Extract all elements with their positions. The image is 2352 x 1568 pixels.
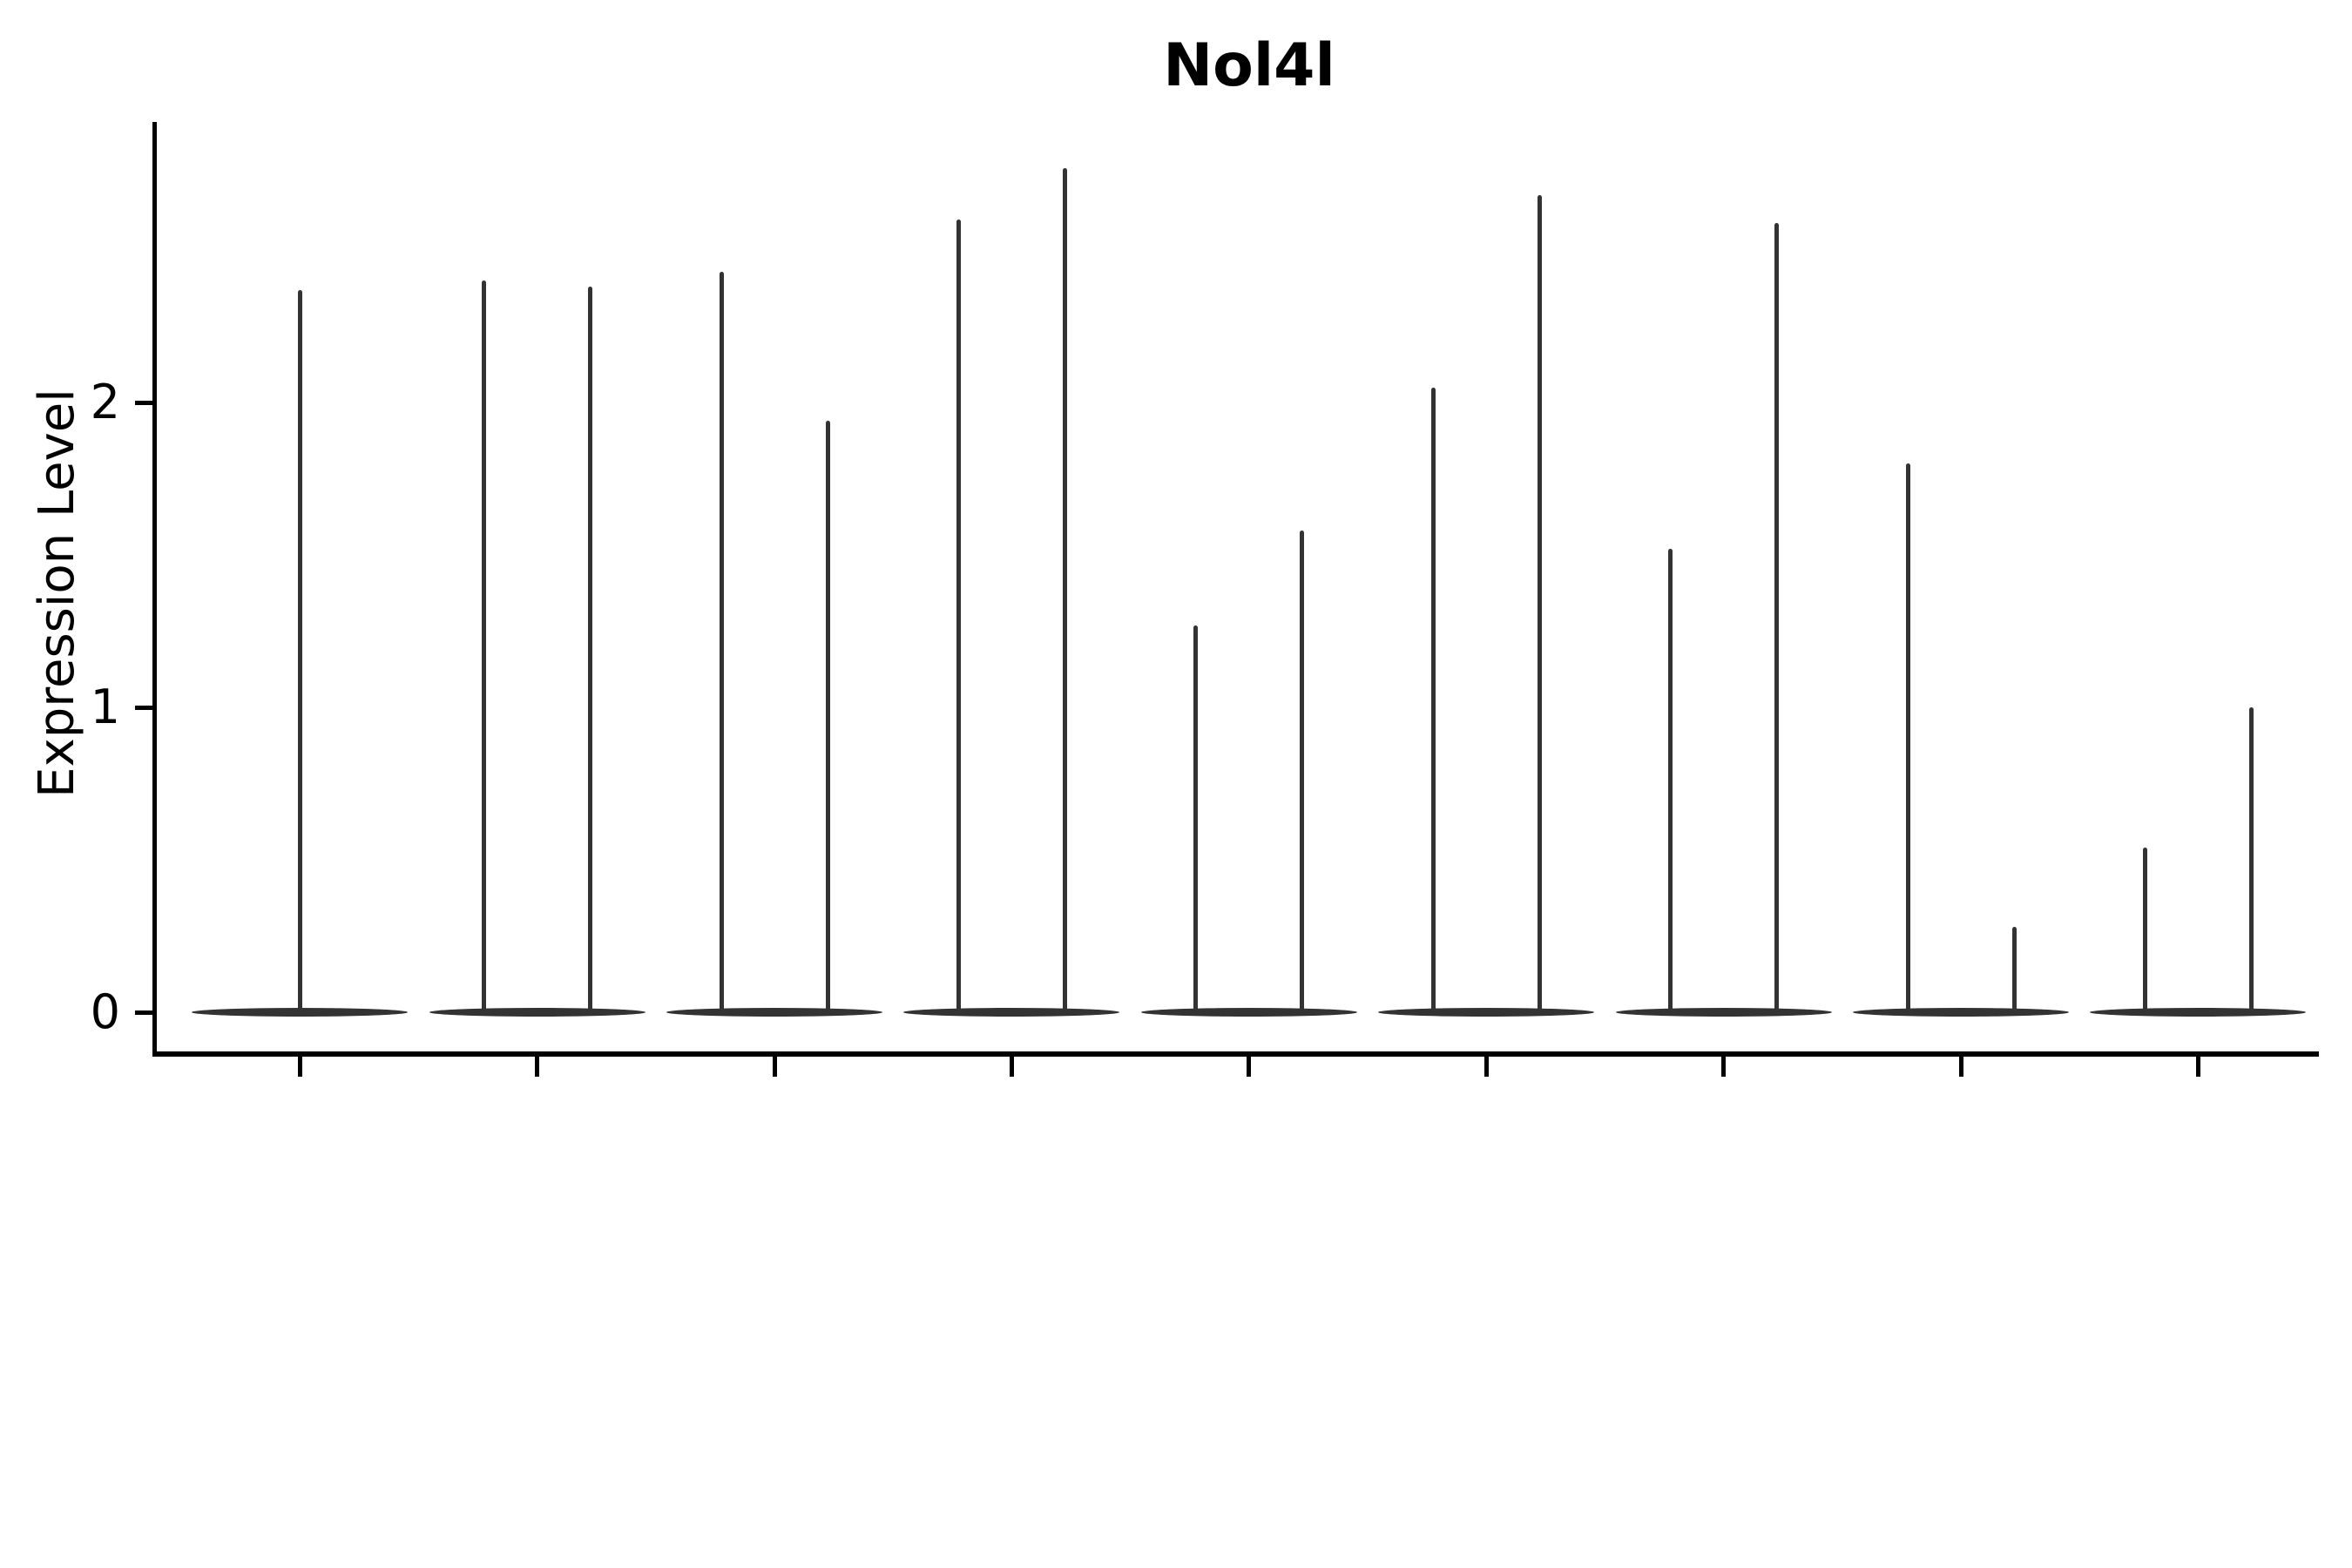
- violin-spike: [2142, 848, 2147, 1012]
- violin-body: [1853, 1008, 2069, 1017]
- violin-body: [2090, 1008, 2307, 1017]
- violin-body: [1615, 1008, 1832, 1017]
- x-tick-mark: [535, 1057, 540, 1077]
- violin-spike: [825, 421, 830, 1012]
- violin-spike: [2248, 707, 2254, 1012]
- violin-spike: [1668, 549, 1673, 1012]
- x-tick-mark: [297, 1057, 302, 1077]
- violin-body: [192, 1008, 409, 1017]
- x-tick-mark: [1247, 1057, 1252, 1077]
- violin-body: [1140, 1008, 1357, 1017]
- violin-spike: [1537, 195, 1542, 1012]
- y-tick-label: 1: [90, 679, 120, 734]
- violin-spike: [2011, 927, 2017, 1012]
- y-tick-label: 2: [90, 375, 120, 429]
- violin-spike: [719, 271, 724, 1012]
- violin-spike: [1774, 222, 1780, 1012]
- y-tick-mark: [135, 400, 153, 405]
- violin-spike: [956, 220, 961, 1012]
- x-tick-mark: [1484, 1057, 1489, 1077]
- x-tick-mark: [772, 1057, 777, 1077]
- x-tick-mark: [2195, 1057, 2200, 1077]
- y-axis-spine: [152, 122, 157, 1057]
- x-tick-mark: [1721, 1057, 1727, 1077]
- y-tick-mark: [135, 1010, 153, 1015]
- x-tick-mark: [1009, 1057, 1014, 1077]
- y-tick-mark: [135, 705, 153, 710]
- violin-body: [1378, 1008, 1595, 1017]
- violin-spike: [1905, 463, 1910, 1012]
- plot-title: Nol4l: [1163, 31, 1335, 100]
- y-axis-label: Expression Level: [29, 389, 85, 798]
- violin-spike: [482, 280, 487, 1012]
- violin-spike: [1193, 625, 1199, 1012]
- violin-body: [429, 1008, 645, 1017]
- violin-spike: [297, 289, 302, 1012]
- violin-spike: [1430, 387, 1436, 1012]
- violin-body: [903, 1008, 1120, 1017]
- violin-spike: [588, 287, 593, 1012]
- violin-spike: [1300, 531, 1305, 1012]
- violin-body: [666, 1008, 882, 1017]
- x-axis-spine: [152, 1051, 2319, 1057]
- x-tick-mark: [1958, 1057, 1963, 1077]
- violin-spike: [1062, 167, 1067, 1012]
- y-tick-label: 0: [90, 984, 120, 1039]
